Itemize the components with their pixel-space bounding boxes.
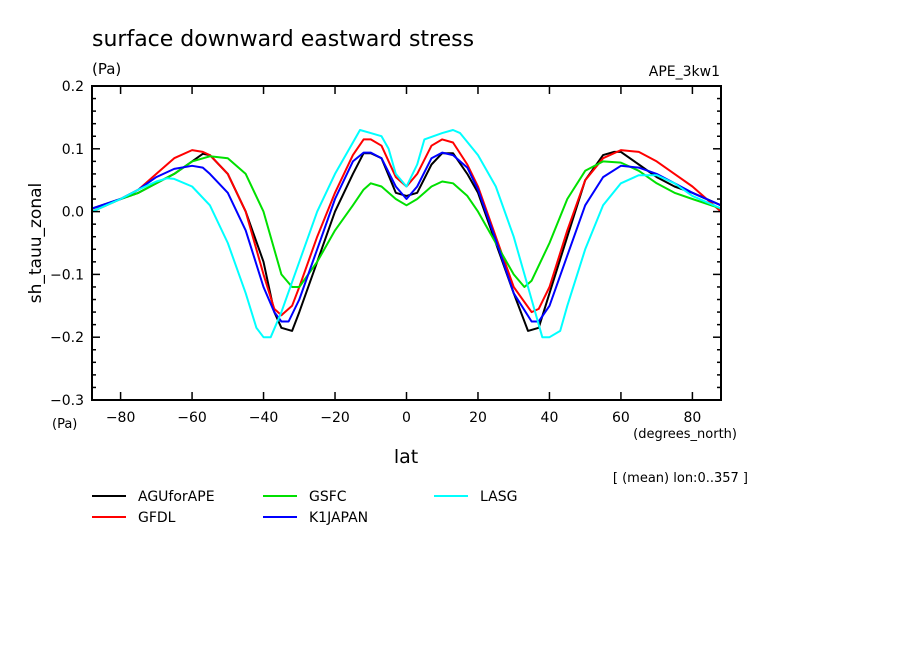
legend-label-gsfc: GSFC [309, 489, 347, 505]
x-tick-label: 0 [402, 410, 411, 426]
x-tick-label: 60 [612, 410, 630, 426]
series-line-gsfc [92, 155, 721, 288]
x-units: (degrees_north) [633, 427, 737, 442]
x-axis-label: lat [394, 446, 418, 468]
legend-label-lasg: LASG [480, 489, 517, 505]
y-tick-label: −0.2 [50, 330, 84, 346]
legend-label-gfdl: GFDL [138, 510, 176, 526]
averaging-note: [ (mean) lon:0..357 ] [613, 471, 748, 486]
series-line-lasg [92, 129, 721, 339]
x-tick-label: −20 [320, 410, 350, 426]
x-tick-label: −60 [177, 410, 207, 426]
legend-label-aguforape: AGUforAPE [138, 489, 215, 505]
y-tick-label: −0.3 [50, 393, 84, 409]
y-units-top: (Pa) [92, 60, 121, 78]
x-tick-label: 40 [541, 410, 559, 426]
series-line-k1japan [92, 151, 721, 323]
chart-title: surface downward eastward stress [92, 27, 474, 52]
x-tick-label: −40 [249, 410, 279, 426]
plot-frame [91, 85, 722, 401]
legend-label-k1japan: K1JAPAN [309, 510, 368, 526]
dataset-label: APE_3kw1 [649, 64, 720, 80]
legend: AGUforAPE GFDL GSFC K1JAPAN LASG [92, 489, 517, 526]
y-units-bottom: (Pa) [52, 417, 77, 432]
plot-area: 0.2 0.1 0.0 −0.1 −0.2 −0.3 −80 −60 −40 −20 0 20 40 60… [50, 79, 722, 426]
y-tick-label: 0.2 [62, 79, 84, 95]
series-line-gfdl [92, 138, 721, 317]
y-tick-label: 0.1 [62, 142, 84, 158]
y-axis-label: sh_tauu_zonal [26, 183, 46, 304]
y-tick-label: −0.1 [50, 267, 84, 283]
y-tick-label: 0.0 [62, 205, 84, 221]
series-line-aguforape [92, 150, 721, 332]
x-tick-label: 20 [469, 410, 487, 426]
x-tick-label: 80 [683, 410, 701, 426]
x-tick-label: −80 [106, 410, 136, 426]
